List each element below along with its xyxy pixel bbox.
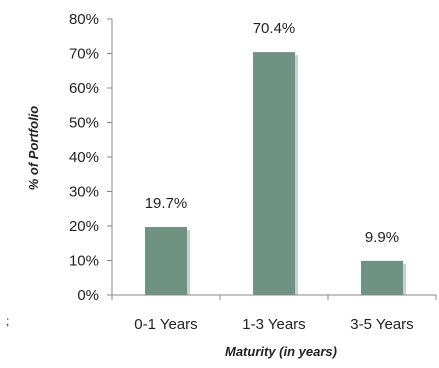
bar [145, 227, 187, 295]
x-category-label: 3-5 Years [350, 316, 413, 333]
y-tick-label: 30% [69, 184, 99, 201]
y-axis-ticks: 0% 10% 20% 30% 40% 50% 60% 70% 80% [69, 11, 112, 304]
y-tick-label: 20% [69, 218, 99, 235]
data-label: 9.9% [365, 229, 399, 246]
y-tick-label: 50% [69, 115, 99, 132]
x-category-label: 0-1 Years [134, 316, 197, 333]
data-labels: 19.7% 70.4% 9.9% [145, 20, 399, 246]
stray-mark: ; [6, 314, 9, 328]
y-axis-title: % of Portfolio [26, 106, 41, 191]
y-tick-label: 70% [69, 46, 99, 63]
y-tick-label: 40% [69, 149, 99, 166]
bars [145, 52, 406, 296]
bar [361, 260, 403, 295]
bar [253, 52, 295, 296]
y-tick-label: 0% [77, 287, 99, 304]
x-axis-title: Maturity (in years) [225, 344, 337, 359]
x-category-label: 1-3 Years [242, 316, 305, 333]
data-label: 19.7% [145, 195, 188, 212]
x-axis: 0-1 Years 1-3 Years 3-5 Years [111, 294, 437, 333]
y-tick-label: 80% [69, 11, 99, 28]
data-label: 70.4% [253, 20, 296, 37]
y-tick-label: 60% [69, 80, 99, 97]
y-tick-label: 10% [69, 253, 99, 270]
